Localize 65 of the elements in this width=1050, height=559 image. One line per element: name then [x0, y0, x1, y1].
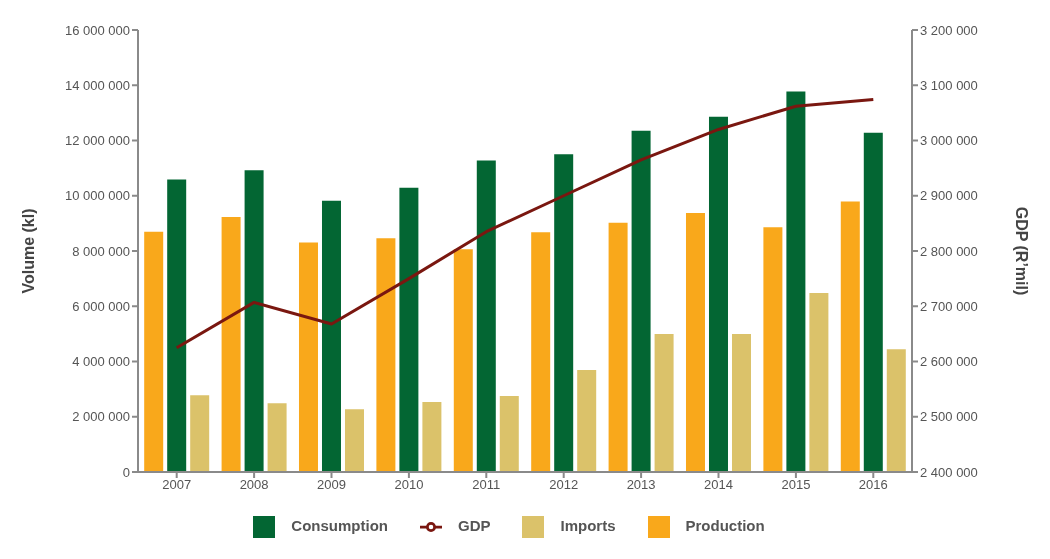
y-tick-label: 6 000 000 [72, 298, 130, 314]
y2-tick-label: 2 600 000 [920, 354, 978, 370]
bar [144, 231, 164, 472]
x-tick-label: 2009 [317, 477, 346, 493]
bar [399, 187, 419, 472]
bar [840, 201, 860, 472]
x-tick-label: 2015 [781, 477, 811, 493]
bar [244, 170, 264, 472]
y2-tick-label: 2 700 000 [920, 298, 978, 314]
bar [167, 179, 187, 472]
x-tick-label: 2013 [626, 477, 656, 493]
bar [376, 238, 396, 472]
x-tick-label: 2011 [472, 477, 501, 493]
bar [863, 132, 883, 472]
x-tick-label: 2008 [239, 477, 269, 493]
bar [554, 154, 574, 472]
bar [476, 160, 496, 472]
bar [685, 212, 705, 472]
bar [453, 249, 473, 472]
bar [344, 409, 364, 472]
y-tick-label: 14 000 000 [64, 77, 130, 93]
y2-tick-label: 2 800 000 [920, 243, 978, 259]
legend-label: Production [685, 516, 765, 534]
y2-tick-label: 3 200 000 [920, 22, 978, 38]
y2-tick-label: 3 000 000 [920, 133, 978, 149]
bar [190, 395, 210, 472]
bar [321, 200, 341, 472]
x-tick-label: 2012 [549, 477, 579, 493]
bar [422, 402, 442, 472]
x-tick-label: 2014 [704, 477, 733, 493]
bar [654, 333, 674, 472]
y-tick-label: 2 000 000 [72, 409, 130, 425]
bar [786, 91, 806, 472]
y2-tick-label: 3 100 000 [920, 77, 978, 93]
bar [886, 349, 906, 472]
bar [708, 116, 728, 472]
line-series [175, 98, 875, 350]
bar [809, 292, 829, 472]
bar [763, 227, 783, 472]
bar [267, 403, 287, 472]
bar [731, 333, 751, 472]
y2-tick-label: 2 400 000 [920, 464, 978, 480]
legend-label: GDP [457, 516, 491, 534]
legend-label: Consumption [291, 516, 388, 534]
x-tick-label: 2007 [162, 477, 192, 493]
y-tick-label: 16 000 000 [64, 22, 130, 38]
y-axis-title: Volume (kl) [19, 208, 37, 294]
y-tick-label: 0 [122, 464, 130, 480]
bar [221, 217, 241, 472]
y-tick-label: 10 000 000 [64, 188, 130, 204]
x-tick-label: 2016 [858, 477, 888, 493]
bar [577, 370, 597, 472]
y2-axis-title: GDP (R’mil) [1013, 206, 1031, 296]
bar [499, 396, 519, 472]
legend-label: Imports [560, 516, 616, 534]
y-tick-label: 4 000 000 [72, 354, 130, 370]
bar [298, 242, 318, 472]
bar [631, 130, 651, 472]
y2-tick-label: 2 500 000 [920, 409, 978, 425]
bar [531, 232, 551, 472]
y2-tick-label: 2 900 000 [920, 188, 978, 204]
y-tick-label: 12 000 000 [64, 133, 130, 149]
bar [608, 222, 628, 472]
y-tick-label: 8 000 000 [72, 243, 130, 259]
x-tick-label: 2010 [394, 477, 424, 493]
